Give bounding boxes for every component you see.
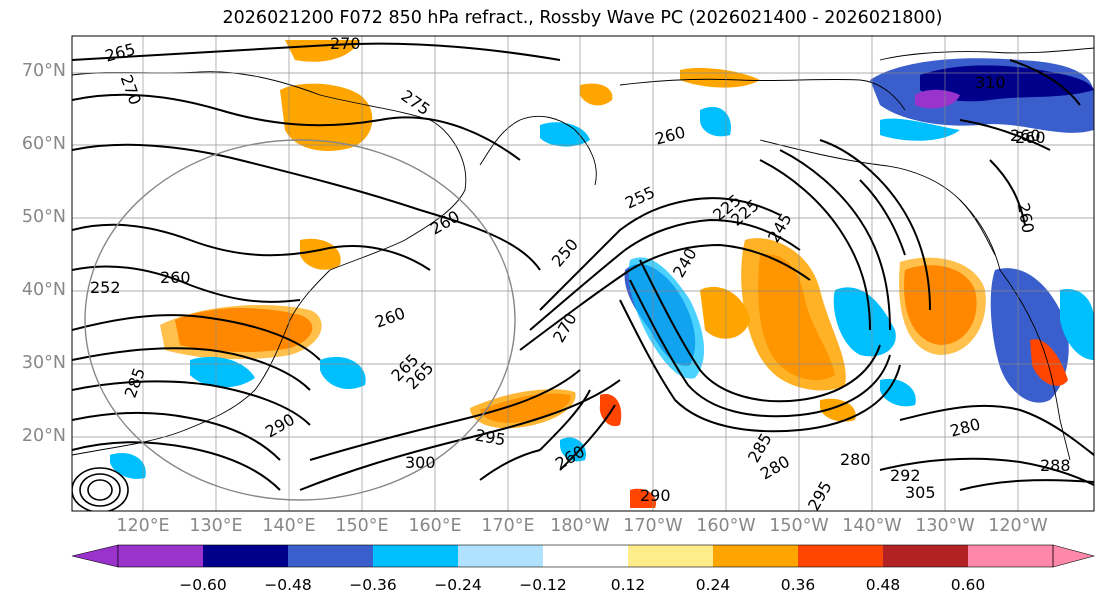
colorbar bbox=[71, 544, 1096, 568]
lat-label-70n: 70°N bbox=[21, 61, 66, 81]
anomaly-patch-strong-negative bbox=[920, 65, 1094, 102]
lon-label-150w: 150°W bbox=[769, 516, 829, 536]
guide-circle bbox=[84, 139, 516, 501]
anomaly-patch-positive bbox=[741, 238, 846, 391]
anomaly-patch-strong-positive bbox=[1030, 339, 1068, 386]
lon-label-160e: 160°E bbox=[408, 516, 462, 536]
colorbar-tick-label: 0.36 bbox=[780, 576, 816, 594]
colorbar-extend-right bbox=[1052, 544, 1096, 568]
colorbar-extend-left bbox=[71, 544, 119, 568]
contour-label: 300 bbox=[405, 453, 436, 472]
lat-label-30n: 30°N bbox=[21, 353, 66, 373]
lon-label-120e: 120°E bbox=[116, 516, 170, 536]
map-title: 2026021200 F072 850 hPa refract., Rossby… bbox=[222, 8, 943, 28]
contour-label: 305 bbox=[905, 483, 936, 502]
lat-label-50n: 50°N bbox=[21, 207, 66, 227]
anomaly-patch-negative bbox=[880, 378, 916, 407]
colorbar-tick-label: 0.12 bbox=[610, 576, 646, 594]
colorbar-outline bbox=[117, 544, 1054, 568]
contour-label: 260 bbox=[1015, 128, 1046, 147]
colorbar-tick-label: 0.24 bbox=[695, 576, 731, 594]
contour-label: 270 bbox=[330, 34, 361, 53]
lon-label-130w: 130°W bbox=[915, 516, 975, 536]
lon-label-120w: 120°W bbox=[988, 516, 1048, 536]
colorbar-bin bbox=[968, 545, 1053, 567]
map-frame bbox=[71, 35, 1095, 512]
colorbar-tick-label: −0.24 bbox=[434, 576, 482, 594]
anomaly-patch-negative bbox=[190, 356, 255, 388]
colorbar-bin bbox=[883, 545, 968, 567]
contour-label: 310 bbox=[975, 73, 1006, 92]
coastline-layer bbox=[72, 47, 1094, 461]
colorbar-bin bbox=[118, 545, 203, 567]
lon-label-170w: 170°W bbox=[623, 516, 683, 536]
contour-label: 252 bbox=[90, 278, 121, 297]
anomaly-patch-positive bbox=[470, 389, 576, 429]
anomaly-patch-negative bbox=[540, 122, 590, 147]
contour-label: 292 bbox=[890, 466, 921, 485]
lon-label-180w: 180°W bbox=[550, 516, 610, 536]
colorbar-bin bbox=[288, 545, 373, 567]
colorbar-tick-label: 0.60 bbox=[950, 576, 986, 594]
lon-label-130e: 130°E bbox=[189, 516, 243, 536]
anomaly-patch-positive bbox=[630, 488, 656, 508]
anomaly-patch-positive bbox=[160, 305, 322, 360]
anomaly-patch-positive bbox=[820, 398, 856, 422]
anomaly-patch-positive bbox=[680, 68, 760, 88]
colorbar-bin bbox=[203, 545, 288, 567]
anomaly-patch-positive bbox=[899, 257, 986, 355]
anomaly-patch-negative bbox=[700, 106, 731, 137]
colorbar-bin bbox=[798, 545, 883, 567]
graticule-layer bbox=[72, 36, 1094, 511]
contour-label: 290 bbox=[640, 486, 671, 505]
anomaly-patch-negative bbox=[110, 452, 146, 479]
anomaly-patch-negative bbox=[560, 437, 586, 462]
lat-label-60n: 60°N bbox=[21, 134, 66, 154]
lon-label-140w: 140°W bbox=[842, 516, 902, 536]
contour-layer bbox=[72, 42, 1094, 491]
lat-label-40n: 40°N bbox=[21, 280, 66, 300]
colorbar-tick-label: −0.36 bbox=[349, 576, 397, 594]
anomaly-fill-layer bbox=[110, 40, 1094, 508]
anomaly-patch-positive bbox=[280, 83, 373, 151]
lat-label-20n: 20°N bbox=[21, 426, 66, 446]
contour-label: 260 bbox=[160, 268, 191, 287]
contour-label: 280 bbox=[840, 450, 871, 469]
colorbar-bin bbox=[628, 545, 713, 567]
anomaly-patch-negative bbox=[833, 287, 896, 357]
anomaly-patch-positive bbox=[300, 238, 341, 270]
colorbar-tick-label: 0.48 bbox=[865, 576, 901, 594]
lon-label-140e: 140°E bbox=[262, 516, 316, 536]
lon-label-170e: 170°E bbox=[481, 516, 535, 536]
anomaly-patch-positive bbox=[700, 286, 750, 339]
anomaly-patch-positive bbox=[580, 83, 613, 106]
colorbar-tick-label: −0.48 bbox=[264, 576, 312, 594]
colorbar-bin bbox=[458, 545, 543, 567]
anomaly-patch-negative bbox=[628, 257, 705, 379]
lon-label-160w: 160°W bbox=[696, 516, 756, 536]
colorbar-tick-label: −0.60 bbox=[179, 576, 227, 594]
colorbar-bin bbox=[543, 545, 628, 567]
anomaly-patch-negative bbox=[320, 356, 366, 390]
contour-label: 260 bbox=[1013, 201, 1038, 235]
vortex-rings bbox=[72, 467, 129, 511]
anomaly-patch-extreme-negative bbox=[915, 89, 960, 109]
contour-label: 260 bbox=[1010, 126, 1041, 145]
colorbar-bin bbox=[373, 545, 458, 567]
colorbar-tick-label: −0.12 bbox=[519, 576, 567, 594]
anomaly-patch-weak-negative bbox=[880, 118, 960, 141]
anomaly-patch-negative bbox=[1060, 289, 1094, 360]
colorbar-bin bbox=[713, 545, 798, 567]
contour-label: 288 bbox=[1040, 456, 1071, 475]
lon-label-150e: 150°E bbox=[335, 516, 389, 536]
